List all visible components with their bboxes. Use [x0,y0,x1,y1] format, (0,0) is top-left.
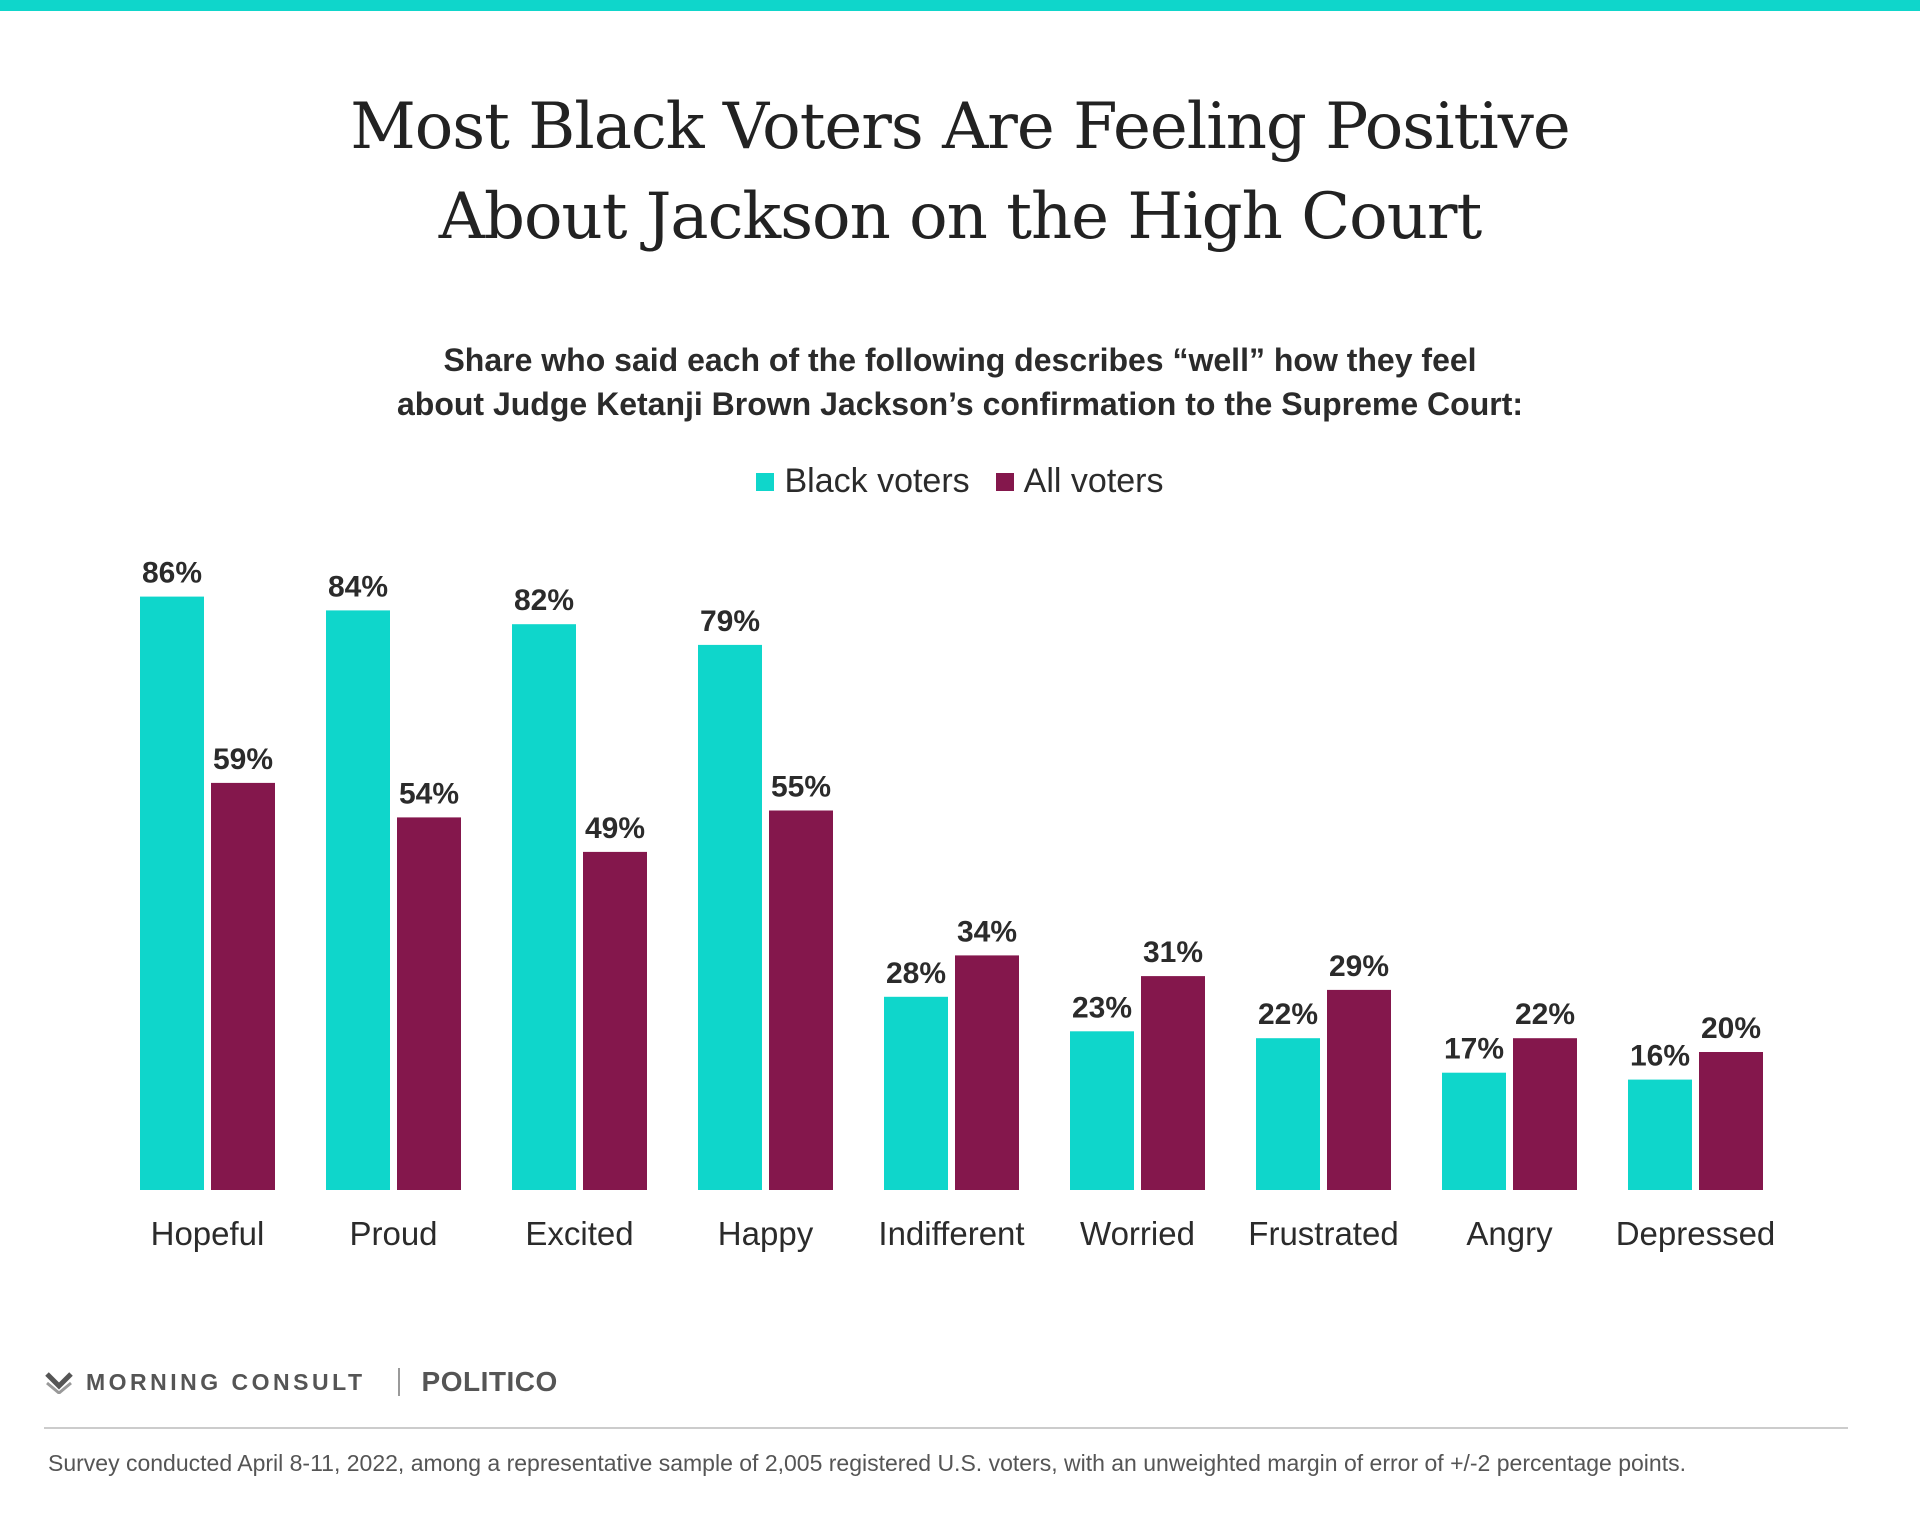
chart-title-line-2: About Jackson on the High Court [438,180,1482,254]
category-label-worried: Worried [1080,1215,1195,1252]
bar-all-voters-worried [1141,976,1205,1190]
data-label-all-voters-angry: 22% [1515,998,1575,1031]
chart-title: Most Black Voters Are Feeling Positive A… [0,82,1920,262]
bar-all-voters-angry [1513,1038,1577,1190]
bar-all-voters-proud [397,817,461,1190]
category-label-hopeful: Hopeful [151,1215,265,1252]
bar-black-voters-indifferent [884,996,948,1190]
legend-swatch-all-voters [995,472,1014,491]
bar-black-voters-frustrated [1256,1038,1320,1190]
category-label-depressed: Depressed [1616,1215,1776,1252]
bar-black-voters-angry [1442,1072,1506,1190]
data-label-all-voters-depressed: 20% [1701,1012,1761,1045]
survey-note: Survey conducted April 8-11, 2022, among… [48,1450,1686,1476]
bar-black-voters-excited [512,624,576,1190]
top-accent-bar [0,0,1920,11]
data-label-all-voters-proud: 54% [399,777,459,810]
data-label-black-voters-proud: 84% [328,570,388,603]
bar-all-voters-happy [769,810,833,1190]
legend-item-all-voters: All voters [995,462,1164,501]
chart-subtitle-line-1: Share who said each of the following des… [443,342,1477,378]
chart-subtitle: Share who said each of the following des… [260,338,1660,426]
bar-all-voters-hopeful [211,782,275,1190]
chart-legend: Black voters All voters [0,462,1920,501]
bar-all-voters-frustrated [1327,989,1391,1190]
bar-black-voters-worried [1070,1031,1134,1190]
politico-logo-text: POLITICO [421,1366,558,1397]
footer-logos: MORNING CONSULT POLITICO [44,1362,558,1402]
bar-all-voters-indifferent [955,955,1019,1190]
data-label-black-voters-indifferent: 28% [886,957,946,990]
category-label-proud: Proud [349,1215,437,1252]
data-label-all-voters-indifferent: 34% [957,915,1017,948]
data-label-black-voters-frustrated: 22% [1258,998,1318,1031]
category-label-frustrated: Frustrated [1248,1215,1398,1252]
logo-separator [397,1368,400,1396]
footer-divider [44,1427,1848,1429]
bar-all-voters-depressed [1699,1052,1763,1190]
data-label-all-voters-excited: 49% [585,812,645,845]
category-label-excited: Excited [525,1215,633,1252]
bar-black-voters-hopeful [140,596,204,1190]
data-label-black-voters-depressed: 16% [1630,1040,1690,1073]
data-label-black-voters-happy: 79% [700,605,760,638]
legend-label-black-voters: Black voters [784,462,970,500]
legend-label-all-voters: All voters [1023,462,1164,500]
data-label-all-voters-frustrated: 29% [1329,950,1389,983]
category-label-angry: Angry [1466,1215,1553,1252]
chart-subtitle-line-2: about Judge Ketanji Brown Jackson’s conf… [396,386,1524,422]
data-label-black-voters-angry: 17% [1444,1033,1504,1066]
data-label-black-voters-hopeful: 86% [142,557,202,590]
legend-item-black-voters: Black voters [756,462,970,501]
data-label-black-voters-worried: 23% [1072,991,1132,1024]
bar-black-voters-depressed [1628,1079,1692,1190]
bar-all-voters-excited [583,851,647,1190]
data-label-black-voters-excited: 82% [514,584,574,617]
data-label-all-voters-worried: 31% [1143,936,1203,969]
morning-consult-logo-text: MORNING CONSULT [86,1368,366,1395]
category-label-happy: Happy [718,1215,814,1252]
bar-black-voters-happy [698,644,762,1190]
bar-chart: 86% 59% Hopeful 84% 54% Proud 82% 49% Excited 79%… [140,557,1776,1252]
data-label-all-voters-hopeful: 59% [213,743,273,776]
morning-consult-chevron-icon [45,1372,73,1394]
chart-title-line-1: Most Black Voters Are Feeling Positive [350,90,1571,164]
bar-black-voters-proud [326,610,390,1190]
data-label-all-voters-happy: 55% [771,771,831,804]
legend-swatch-black-voters [756,472,775,491]
category-label-indifferent: Indifferent [878,1215,1024,1252]
